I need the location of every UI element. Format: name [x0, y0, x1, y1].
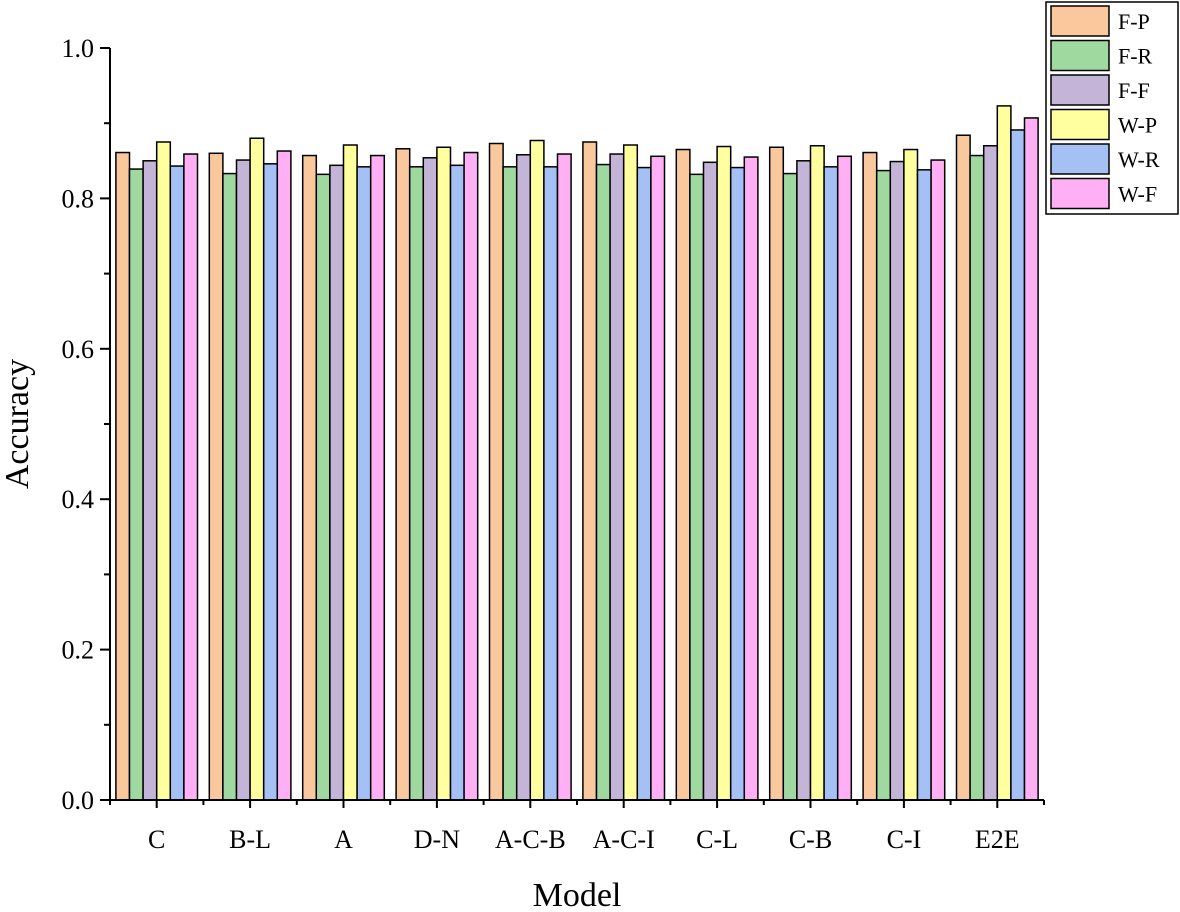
- bar-A-C-I-F-R: [595, 163, 611, 801]
- bar-C-B-F-F: [796, 160, 812, 801]
- bar-C-F-F: [142, 160, 158, 801]
- x-tick-label: C-B: [789, 825, 832, 854]
- bar-C-L-F-R: [689, 173, 705, 801]
- legend-swatch-W-F: [1050, 177, 1110, 210]
- legend-label-W-F: W-F: [1118, 182, 1157, 207]
- bar-C-W-F: [183, 153, 199, 801]
- legend-swatch-W-R: [1050, 143, 1110, 175]
- x-tick-label: C-I: [887, 825, 922, 854]
- bar-C-F-R: [128, 168, 144, 801]
- bar-B-L-W-R: [262, 163, 279, 801]
- bar-A-W-P: [342, 144, 358, 801]
- x-tick-label: A-C-B: [495, 825, 566, 854]
- bar-C-B-F-R: [782, 172, 798, 801]
- bar-E2E-F-P: [955, 134, 971, 801]
- bar-A-C-B-W-P: [529, 139, 545, 801]
- bar-B-L-F-P: [208, 152, 224, 801]
- x-tick-label: C: [148, 825, 165, 854]
- bar-A-C-B-W-F: [556, 153, 572, 801]
- bar-A-C-B-W-R: [543, 166, 559, 801]
- bar-C-I-W-P: [903, 148, 919, 801]
- bar-A-C-B-F-F: [515, 154, 532, 801]
- legend-swatch-F-F: [1050, 74, 1110, 106]
- bar-A-C-I-W-P: [622, 144, 639, 801]
- legend-swatch-W-P: [1050, 108, 1110, 141]
- bars-layer: [115, 105, 1039, 801]
- bar-C-B-W-P: [809, 145, 825, 801]
- axes-layer: C B-L A D-N A-C-B A-C-I C-L C-B C-I E2E 0.0 0.2 0.4 0…: [62, 34, 1045, 854]
- bar-B-L-F-F: [235, 159, 251, 801]
- y-axis-title: Accuracy: [0, 359, 36, 489]
- bar-C-I-W-F: [930, 159, 946, 801]
- x-tick-label: D-N: [414, 825, 460, 854]
- bar-B-L-F-R: [222, 172, 238, 801]
- bar-E2E-W-F: [1023, 117, 1039, 801]
- bar-C-F-P: [115, 151, 131, 801]
- legend-label-F-R: F-R: [1118, 44, 1153, 69]
- bar-A-C-I-W-F: [650, 155, 666, 801]
- legend-frame: [1045, 1, 1179, 215]
- y-tick-label: 0.8: [62, 184, 95, 213]
- bar-C-L-F-F: [702, 161, 718, 801]
- bar-C-B-W-F: [836, 155, 853, 801]
- x-axis-title: Model: [533, 877, 622, 912]
- bar-C-W-R: [169, 165, 185, 801]
- bar-C-I-F-R: [875, 169, 892, 801]
- bar-E2E-W-R: [1010, 129, 1026, 801]
- legend-label-F-P: F-P: [1118, 9, 1150, 34]
- legend-swatch-F-P: [1050, 5, 1110, 37]
- bar-B-L-W-P: [249, 137, 265, 801]
- bar-A-W-F: [369, 154, 386, 801]
- y-tick-label: 1.0: [62, 34, 95, 63]
- x-tick-label: C-L: [696, 825, 738, 854]
- bar-B-L-W-F: [276, 150, 292, 801]
- bar-A-C-B-F-R: [502, 166, 518, 801]
- bar-C-I-W-R: [916, 169, 932, 801]
- bar-A-W-R: [356, 166, 372, 801]
- y-tick-label: 0.2: [62, 636, 95, 665]
- x-tick-label: A: [334, 825, 353, 854]
- bar-E2E-F-F: [982, 145, 999, 801]
- bar-D-N-W-F: [463, 151, 479, 801]
- bar-D-N-F-F: [422, 157, 438, 801]
- bar-A-C-I-W-R: [636, 166, 652, 801]
- bar-A-F-P: [301, 154, 318, 801]
- bar-D-N-F-P: [395, 148, 411, 801]
- bar-C-I-F-P: [862, 151, 878, 801]
- bar-A-C-B-F-P: [488, 142, 504, 801]
- x-tick-label: B-L: [229, 825, 271, 854]
- bar-A-C-I-F-P: [582, 141, 598, 801]
- bar-C-B-W-R: [823, 166, 839, 801]
- y-tick-label: 0.6: [62, 335, 95, 364]
- bar-A-C-I-F-F: [609, 153, 625, 801]
- bar-C-L-W-R: [729, 166, 746, 801]
- bar-C-W-P: [155, 141, 172, 801]
- legend-label-F-F: F-F: [1118, 78, 1150, 103]
- bar-E2E-W-P: [996, 105, 1012, 801]
- bar-E2E-F-R: [969, 154, 985, 801]
- bar-D-N-W-P: [436, 146, 452, 801]
- y-tick-label: 0.0: [62, 786, 95, 815]
- x-tick-label: E2E: [975, 825, 1020, 854]
- bar-D-N-F-R: [408, 166, 425, 801]
- x-tick-label: A-C-I: [593, 825, 655, 854]
- bar-C-I-F-F: [889, 160, 905, 801]
- bar-C-B-F-P: [768, 146, 785, 801]
- legend-label-W-P: W-P: [1118, 113, 1157, 138]
- bar-A-F-R: [315, 173, 331, 801]
- bar-C-L-F-P: [675, 148, 691, 801]
- legend-label-W-R: W-R: [1118, 147, 1160, 172]
- legend-swatch-F-R: [1050, 39, 1110, 72]
- bar-C-L-W-F: [743, 156, 759, 801]
- bar-A-F-F: [329, 164, 345, 801]
- bar-D-N-W-R: [449, 164, 465, 801]
- legend: F-P F-R F-F W-P W-R W-F: [1045, 1, 1179, 215]
- bar-C-L-W-P: [716, 145, 732, 801]
- y-tick-label: 0.4: [62, 485, 95, 514]
